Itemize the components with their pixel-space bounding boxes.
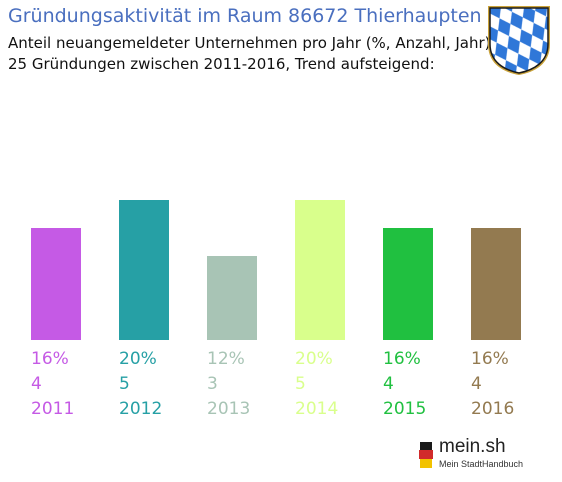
bar-2011 [31, 228, 81, 340]
count-label-2014: 5 [295, 374, 306, 394]
percent-label-2013: 12% [207, 349, 245, 369]
count-label-2015: 4 [383, 374, 394, 394]
year-label-2014: 2014 [295, 399, 338, 419]
count-label-2016: 4 [471, 374, 482, 394]
percent-label-2011: 16% [31, 349, 69, 369]
count-label-2011: 4 [31, 374, 42, 394]
bar-2015 [383, 228, 433, 340]
year-label-2012: 2012 [119, 399, 162, 419]
percent-label-2014: 20% [295, 349, 333, 369]
bar-2013 [207, 256, 257, 340]
percent-label-2015: 16% [383, 349, 421, 369]
bar-2014 [295, 200, 345, 340]
chart-summary: 25 Gründungen zwischen 2011-2016, Trend … [8, 55, 435, 73]
mein-sh-logo[interactable]: mein.sh Mein StadtHandbuch [416, 436, 546, 476]
germany-map-icon [419, 442, 433, 468]
chart-title: Gründungsaktivität im Raum 86672 Thierha… [8, 5, 482, 27]
percent-label-2016: 16% [471, 349, 509, 369]
count-label-2012: 5 [119, 374, 130, 394]
logo-tagline: Mein StadtHandbuch [439, 459, 524, 469]
year-label-2011: 2011 [31, 399, 74, 419]
percent-label-2012: 20% [119, 349, 157, 369]
logo-name: mein.sh [439, 436, 506, 457]
count-label-2013: 3 [207, 374, 218, 394]
year-label-2013: 2013 [207, 399, 250, 419]
bar-2016 [471, 228, 521, 340]
bar-2012 [119, 200, 169, 340]
year-label-2015: 2015 [383, 399, 426, 419]
year-label-2016: 2016 [471, 399, 514, 419]
chart-subtitle: Anteil neuangemeldeter Unternehmen pro J… [8, 34, 491, 52]
bavarian-coat-of-arms-icon [484, 4, 554, 76]
